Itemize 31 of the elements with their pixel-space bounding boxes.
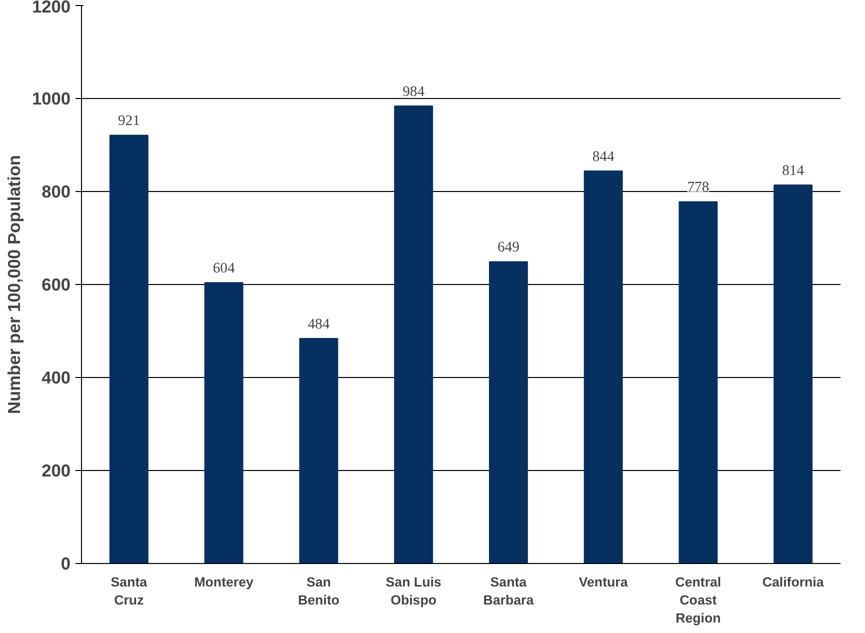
bar bbox=[774, 184, 813, 564]
x-tick-label: California bbox=[762, 574, 824, 590]
data-label: 984 bbox=[402, 84, 426, 100]
bar bbox=[394, 105, 434, 564]
data-label: 921 bbox=[118, 113, 140, 130]
data-label: 649 bbox=[497, 240, 520, 256]
bar bbox=[109, 134, 148, 564]
y-tick-label: 200 bbox=[42, 460, 71, 480]
y-tick-label: 1200 bbox=[32, 0, 71, 16]
x-tick-label: Monterey bbox=[194, 574, 254, 590]
x-tick-label: Santa Barbara bbox=[483, 574, 534, 608]
y-tick-label: 600 bbox=[42, 274, 71, 294]
bar bbox=[204, 282, 244, 564]
bar bbox=[678, 201, 718, 564]
bar bbox=[488, 261, 528, 564]
bar bbox=[584, 170, 623, 564]
data-label: 604 bbox=[212, 260, 236, 277]
x-tick-label: Ventura bbox=[578, 574, 628, 590]
y-tick-label: 400 bbox=[42, 368, 71, 388]
y-tick-label: 1000 bbox=[32, 88, 71, 108]
data-label: 814 bbox=[782, 162, 805, 179]
bar bbox=[299, 338, 338, 564]
x-tick-label: San Benito bbox=[298, 574, 340, 608]
y-tick-label: 0 bbox=[60, 554, 71, 574]
y-tick-label: 800 bbox=[42, 182, 71, 202]
data-label: 484 bbox=[308, 316, 330, 332]
x-tick-label: Santa Cruz bbox=[110, 574, 148, 608]
y-axis-title: Number per 100,000 Population bbox=[4, 154, 24, 414]
data-label: 844 bbox=[592, 149, 615, 166]
x-tick-label: Central Coast Region bbox=[675, 574, 722, 626]
x-tick-label: San Luis Obispo bbox=[386, 574, 442, 608]
